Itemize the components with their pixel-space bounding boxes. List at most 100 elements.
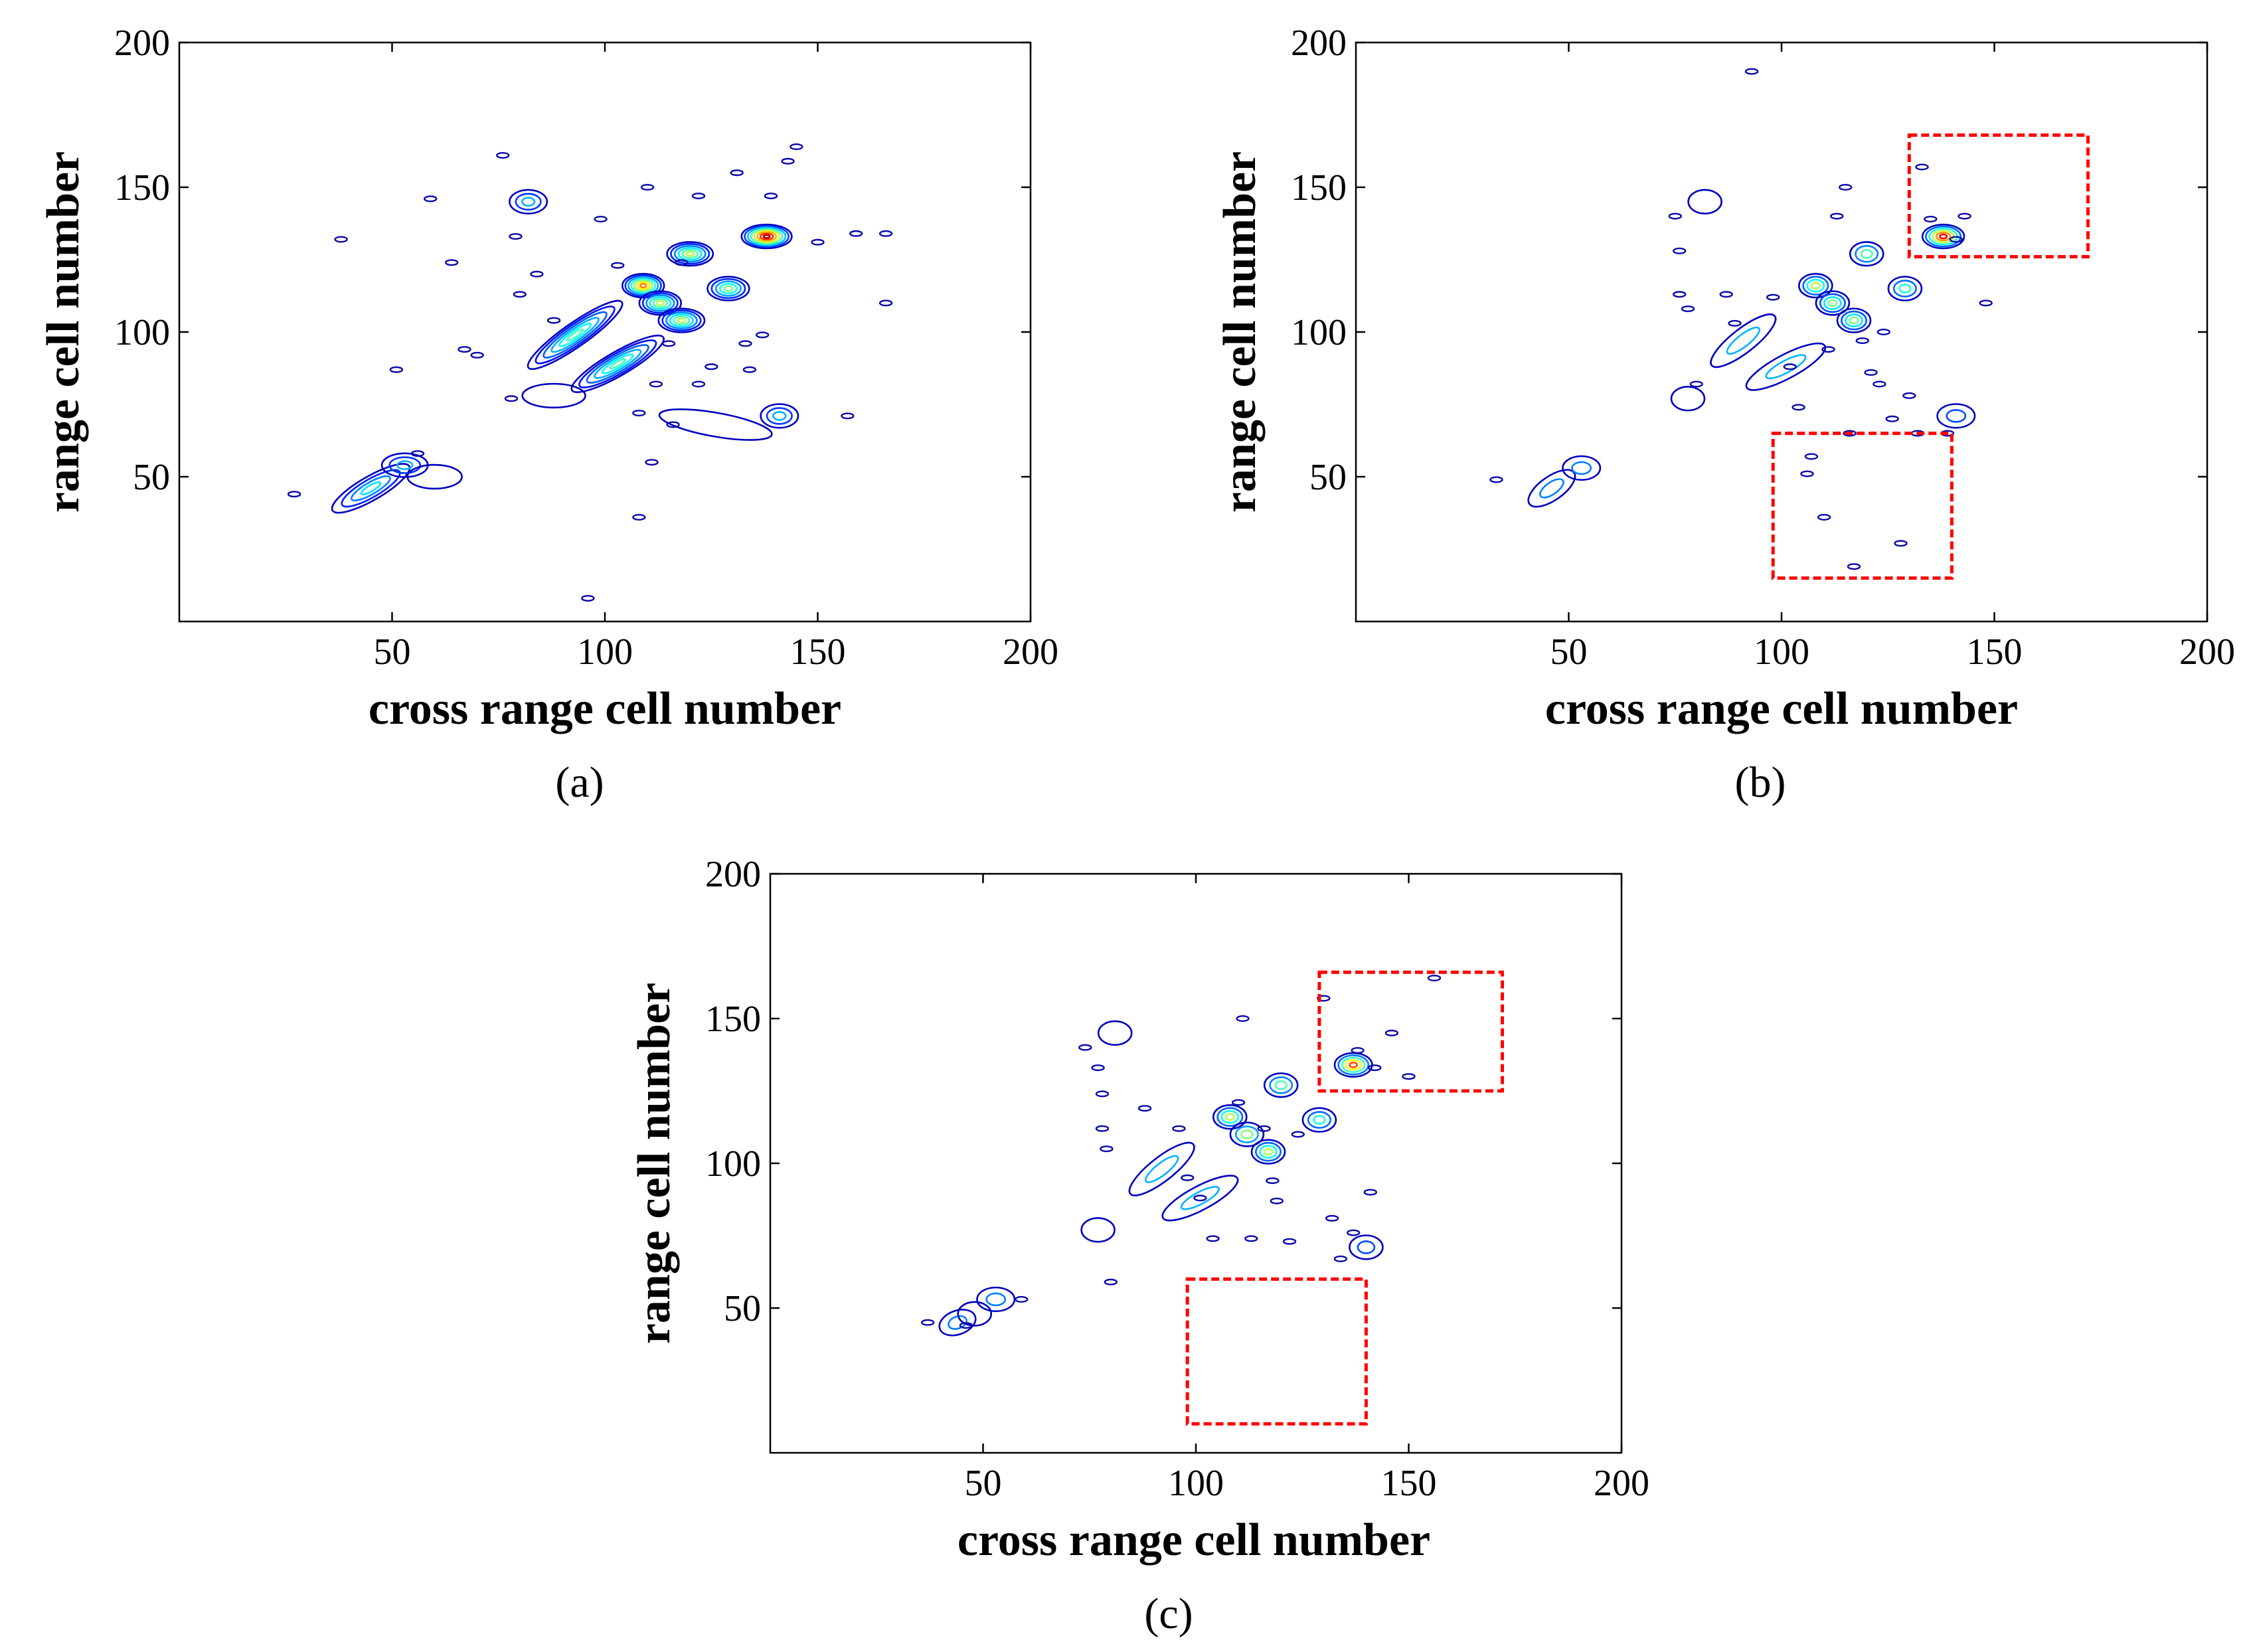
- panel-b-contour-blob-11-level-1: [1946, 409, 1967, 423]
- panel-a-contour-blob-10-level-1: [744, 225, 790, 248]
- panel-a-ticks: 50 100 150 200 50 100 150 200: [114, 23, 1058, 673]
- panel-b-contour-blob-11-level-0: [1936, 403, 1976, 429]
- panel-a-contour-blob-3-level-3: [550, 317, 600, 353]
- panel-a-y-tick-label-1: 100: [114, 312, 170, 353]
- panel-b-contour-speck-0: [1489, 476, 1503, 483]
- panel-b-contour-blob-1: [1562, 455, 1602, 481]
- panel-c-contour-speck-22: [1325, 1214, 1339, 1222]
- panel-a-contour-speck-22: [738, 340, 752, 347]
- panel-a-contour-blob-5-level-6: [639, 283, 647, 289]
- panel-a-contour-speck-9: [530, 270, 544, 278]
- panel-a-contour-speck-3: [424, 195, 438, 203]
- panel-c-contour-blob-1: [957, 1301, 992, 1327]
- panel-a-contour-blob-2: [406, 463, 463, 490]
- panel-c-contour-speck-28: [1402, 1073, 1416, 1080]
- panel-a-contour-speck-6: [504, 395, 519, 402]
- panel-b-contour-speck-24: [1894, 540, 1908, 547]
- panel-a-contour-speck-14: [632, 514, 646, 521]
- panel-a-contour-blob-8-level-0: [666, 241, 714, 267]
- panel-a-contour-blob-5-level-0: [622, 273, 665, 299]
- panel-a-contour-blob-6-level-5: [655, 300, 665, 306]
- panel-c-contour-blob-8-level-1: [1269, 1076, 1293, 1094]
- panel-c-contour-blob-11: [1097, 1020, 1133, 1046]
- panel-c-contour-blob-8-level-2: [1274, 1080, 1288, 1090]
- panel-a-contour-speck-39: [742, 366, 757, 373]
- panel-c-contour-speck-21: [1317, 995, 1331, 1002]
- panel-a-contour-speck-21: [730, 169, 744, 177]
- panel-c-y-tick-label-0: 50: [724, 1288, 761, 1329]
- panel-a-contour-blob-11-level-0: [509, 189, 548, 214]
- panel-a-y-tick-label-3: 200: [114, 23, 170, 64]
- panel-a-contour-speck-28: [849, 230, 863, 237]
- panel-b: 50 100 150 200 50 100 150 200 cross range cell …: [1214, 23, 2235, 807]
- panel-b-highlight-box-0: [1907, 133, 2090, 259]
- panel-b-contour-speck-10: [1783, 363, 1797, 371]
- panel-c-contour-blob-9-level-2: [1313, 1115, 1326, 1125]
- panel-c-contour-blob-2-level-0: [976, 1286, 1016, 1313]
- panel-a-contour-speck-18: [661, 340, 676, 347]
- panel-c-contour-blob-9-level-0: [1301, 1107, 1337, 1133]
- panel-c-contour-blob-8: [1263, 1072, 1299, 1098]
- panel-a-contour-blob-8: [666, 241, 714, 267]
- panel-c-contour-speck-9: [1137, 1105, 1152, 1112]
- panel-a-contour-speck-24: [764, 193, 778, 200]
- panel-c-contour-speck-13: [1206, 1235, 1220, 1242]
- panel-c-contour-speck-15: [1236, 1015, 1250, 1022]
- panel-a-contour-speck-17: [649, 380, 663, 388]
- panel-b-contour-speck-28: [1949, 236, 1963, 243]
- panel-c-x-tick-label-1: 100: [1168, 1463, 1224, 1504]
- panel-c-contour-blob-11-level-0: [1097, 1020, 1133, 1046]
- panel-c-contour-blob-4-level-1: [1180, 1186, 1220, 1210]
- panel-b-label-letter: b: [1750, 758, 1772, 807]
- panel-a-contour-blob-12-level-1: [766, 407, 793, 425]
- panel-a-contour-blob-10-level-7: [762, 234, 771, 239]
- panel-a-contour-blob-8-level-4: [681, 248, 699, 259]
- panel-c-contour-blob-0-level-1: [948, 1315, 967, 1330]
- panel-c-contour-blob-12-level-1: [1357, 1240, 1376, 1254]
- panel-b-contour-speck-6: [1719, 291, 1733, 298]
- panel-b-contour-blob-10-level-0: [1687, 189, 1722, 214]
- panel-b-contour-speck-19: [1847, 563, 1861, 570]
- panel-c-contour-blob-6: [1229, 1121, 1265, 1147]
- panel-a-contour-speck-8: [513, 291, 527, 298]
- panel-a-contour-blob-7-level-1: [661, 309, 702, 331]
- panel-a-contour-speck-5: [496, 151, 510, 159]
- panel-b-contour-speck-25: [1902, 392, 1916, 399]
- panel-a-contour-blob-14-level-0: [521, 382, 586, 409]
- panel-c-contour-blob-1-level-0: [957, 1301, 992, 1327]
- panel-b-contour-blob-7-level-1: [1855, 244, 1879, 263]
- panel-a-contour-speck-20: [705, 363, 718, 371]
- panel-b-contour-blob-6: [1836, 307, 1872, 333]
- panel-a-contour-blob-7-level-4: [673, 315, 691, 325]
- panel-a-contour-blob-10-level-3: [750, 228, 784, 245]
- panel-a-contour-blob-6-level-3: [649, 296, 672, 310]
- panel-b-y-tick-label-0: 50: [1309, 457, 1347, 498]
- panel-a-contour-blob-4-level-5: [609, 358, 627, 370]
- panel-b-contour-blob-8-level-0: [1887, 276, 1923, 301]
- panel-b-contour-speck-14: [1817, 514, 1831, 521]
- panel-b-contour-blob-6-level-3: [1849, 316, 1859, 325]
- panel-a-contour-blob-10-level-5: [756, 231, 778, 242]
- panel-c-contour-blob-10-level-2: [1341, 1056, 1366, 1073]
- panel-b-contour-speck-5: [1689, 380, 1704, 388]
- panel-c-x-tick-label-3: 200: [1594, 1463, 1649, 1504]
- panel-a-contour-speck-4: [445, 259, 459, 266]
- panel-b-contour-speck-29: [1958, 212, 1971, 220]
- panel-a-contour-blob-4-level-4: [601, 353, 634, 374]
- panel-a-contour-speck-0: [287, 491, 301, 498]
- panel-c-contour-blob-0: [938, 1309, 977, 1337]
- panel-b-contour-blob-5-level-2: [1823, 296, 1842, 310]
- panel-a-contour-speck-7: [509, 233, 523, 240]
- panel-b-contour-speck-12: [1800, 470, 1814, 477]
- panel-c-contour-blob-13: [1080, 1217, 1116, 1243]
- panel-a-contour-speck-2: [389, 366, 404, 373]
- panel-c-contour-blob-2-level-1: [985, 1292, 1007, 1307]
- panel-c-y-tick-label-3: 200: [705, 854, 761, 895]
- panel-a-contour-blob-11-level-2: [521, 197, 536, 207]
- panel-a-contour-blob-7-level-0: [657, 307, 706, 333]
- panel-a-contour-blob-11-level-1: [515, 193, 542, 211]
- panel-b-contour-speck-22: [1873, 380, 1886, 388]
- panel-c-contour-speck-10: [1172, 1125, 1186, 1132]
- panel-b-contour-blob-5-level-3: [1827, 299, 1838, 307]
